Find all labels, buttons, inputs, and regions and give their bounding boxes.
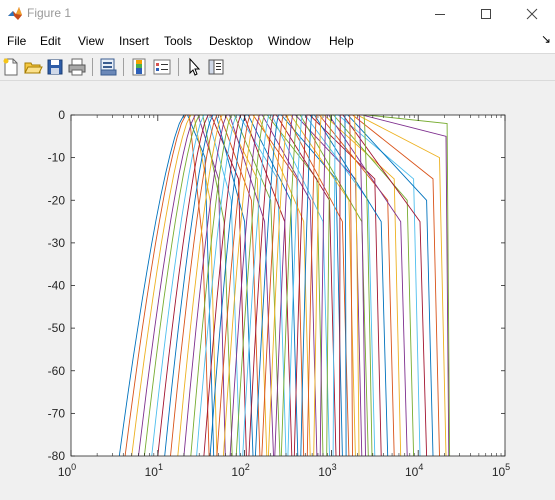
window-title: Figure 1 — [27, 6, 72, 20]
x-tick-label: 105 — [492, 462, 510, 479]
dock-arrow-icon[interactable]: ↘ — [540, 32, 551, 46]
title-bar: Figure 1 — [0, 0, 555, 28]
y-tick-label: -20 — [48, 193, 66, 207]
axis-ticks — [70, 114, 506, 457]
new-figure-icon[interactable] — [1, 57, 21, 77]
minimize-button[interactable] — [417, 0, 463, 28]
menu-window[interactable]: Window — [268, 34, 311, 48]
x-tick-label: 102 — [231, 462, 249, 479]
open-file-icon[interactable] — [23, 57, 43, 77]
menu-view[interactable]: View — [78, 34, 104, 48]
x-tick-label: 104 — [405, 462, 423, 479]
figure-toolbar — [0, 54, 555, 81]
menu-desktop[interactable]: Desktop — [209, 34, 254, 48]
maximize-button[interactable] — [463, 0, 509, 28]
x-tick-label: 101 — [145, 462, 163, 479]
menu-help[interactable]: Help — [329, 34, 354, 48]
y-tick-label: -30 — [48, 236, 66, 250]
close-icon — [526, 8, 538, 20]
figure-canvas: 0 -10 -20 -30 -40 -50 -60 -70 -80 100 101 102 103 104… — [0, 82, 555, 500]
pointer-icon[interactable] — [184, 57, 204, 77]
colorbar-icon[interactable] — [129, 57, 149, 77]
y-tick-label: -80 — [48, 449, 66, 463]
y-tick-label: -70 — [48, 406, 66, 420]
y-tick-label: -50 — [48, 321, 66, 335]
menu-edit[interactable]: Edit — [40, 34, 61, 48]
maximize-icon — [481, 9, 491, 19]
minimize-icon — [435, 14, 445, 15]
matlab-logo-icon — [8, 7, 22, 20]
print-preview-icon[interactable] — [98, 57, 118, 77]
y-tick-label: -60 — [48, 364, 66, 378]
property-inspector-icon[interactable] — [206, 57, 226, 77]
legend-icon[interactable] — [152, 57, 172, 77]
menu-tools[interactable]: Tools — [164, 34, 193, 48]
y-tick-label: -10 — [48, 151, 66, 165]
y-tick-label: -40 — [48, 279, 66, 293]
save-icon[interactable] — [45, 57, 65, 77]
menu-insert[interactable]: Insert — [119, 34, 150, 48]
x-tick-label: 103 — [318, 462, 336, 479]
menu-file[interactable]: File — [7, 34, 27, 48]
print-icon[interactable] — [67, 57, 87, 77]
menu-bar: File Edit View Insert Tools Desktop Wind… — [0, 28, 555, 54]
x-tick-label: 100 — [58, 462, 76, 479]
y-tick-label: 0 — [58, 108, 65, 122]
close-button[interactable] — [509, 0, 555, 28]
